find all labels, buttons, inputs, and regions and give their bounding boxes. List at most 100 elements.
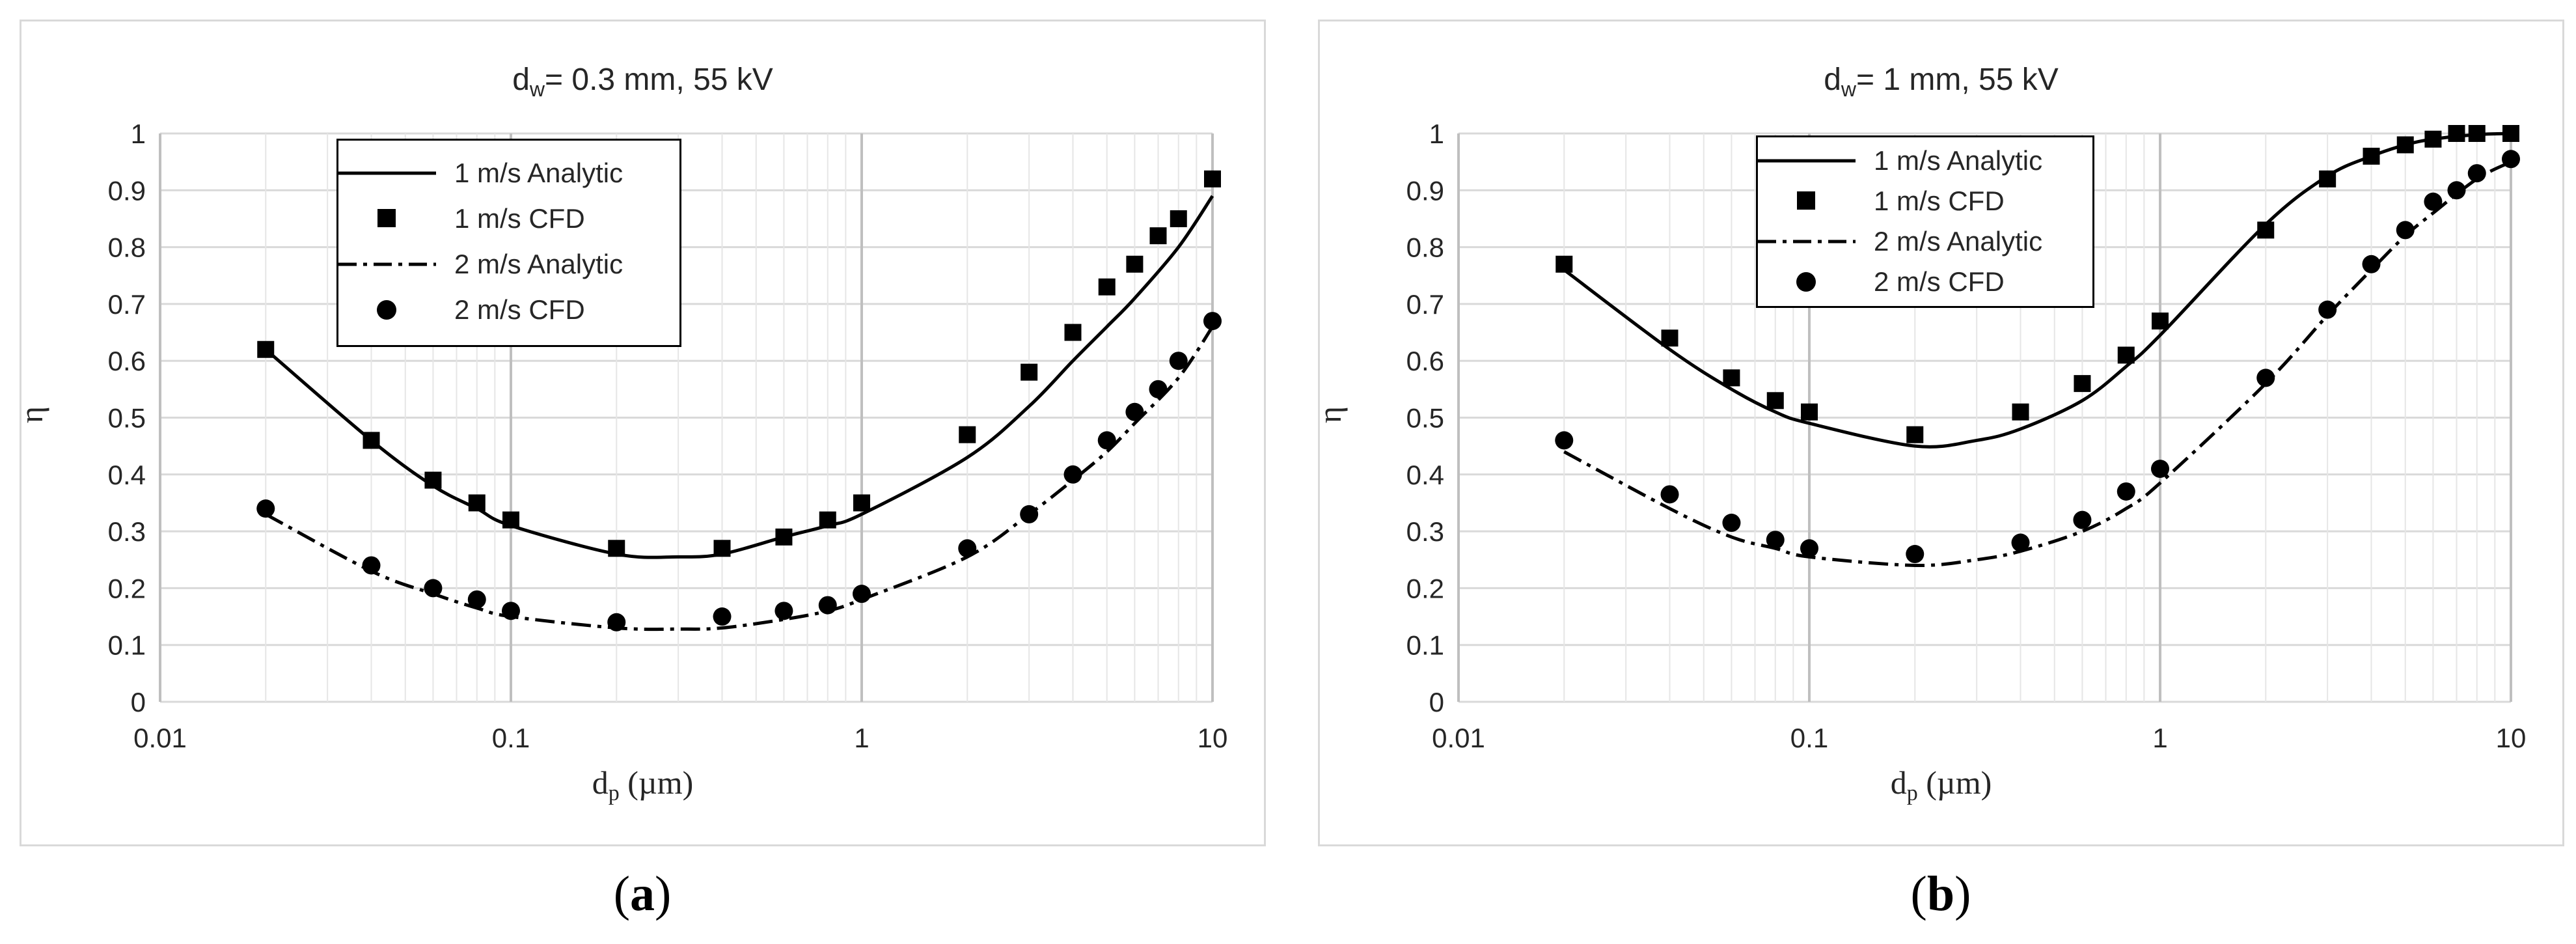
data-point-square — [2074, 375, 2091, 393]
data-point-square — [959, 426, 976, 443]
solid-line-icon — [1758, 159, 1856, 163]
legend-item: 1 m/s CFD — [1758, 182, 2092, 221]
x-tick-label: 1 — [854, 723, 869, 753]
dash-dot-line-icon — [338, 262, 436, 266]
data-point-square — [363, 432, 380, 449]
data-point-square — [775, 528, 793, 546]
data-point-circle — [2396, 221, 2415, 240]
y-tick-label: 0.2 — [108, 573, 146, 604]
solid-line-icon — [338, 171, 436, 175]
data-point-square — [1204, 170, 1221, 187]
legend-item: 2 m/s CFD — [338, 290, 679, 329]
data-point-circle — [2011, 533, 2030, 552]
data-point-circle — [1660, 485, 1679, 504]
y-tick-label: 0 — [1429, 687, 1444, 717]
data-point-circle — [467, 590, 486, 609]
data-point-circle — [1063, 465, 1082, 484]
y-tick-label: 0.7 — [108, 289, 146, 320]
data-point-square — [2448, 125, 2465, 142]
y-tick-label: 0.9 — [108, 175, 146, 206]
legend-item: 2 m/s CFD — [1758, 262, 2092, 301]
data-point-circle — [2318, 300, 2337, 319]
data-point-square — [1801, 403, 1818, 421]
x-tick-label: 0.1 — [1790, 723, 1828, 753]
data-point-square — [853, 494, 870, 512]
data-point-square — [1126, 255, 1144, 273]
y-tick-label: 0.8 — [1406, 232, 1444, 263]
y-tick-label: 1 — [1429, 118, 1444, 149]
legend-item: 1 m/s CFD — [338, 199, 679, 238]
chart-panel-a: dw= 0.3 mm, 55 kV 0 0.1 0.2 0.3 0.4 0.5 0.6 0.7… — [13, 20, 1266, 846]
data-point-circle — [2117, 482, 2135, 501]
data-point-circle — [713, 607, 732, 626]
y-tick-label: 0.8 — [108, 232, 146, 263]
y-tick-label: 0.1 — [108, 630, 146, 661]
x-tick-label: 10 — [1198, 723, 1228, 753]
data-point-circle — [424, 579, 443, 598]
data-point-circle — [1800, 539, 1818, 558]
dash-dot-line-icon — [1758, 240, 1856, 243]
x-axis-label: dp (µm) — [1890, 764, 1992, 805]
data-point-circle — [1766, 531, 1785, 549]
y-tick-label: 0.4 — [1406, 460, 1444, 490]
data-point-square — [2424, 130, 2442, 148]
data-point-circle — [502, 602, 520, 620]
series-line-solid-line — [264, 195, 1214, 559]
y-tick-label: 0.2 — [1406, 573, 1444, 604]
y-tick-label: 0.1 — [1406, 630, 1444, 661]
data-point-circle — [362, 556, 381, 575]
data-point-circle — [1169, 352, 1188, 370]
data-point-circle — [1555, 431, 1574, 450]
data-point-circle — [2151, 460, 2169, 479]
caption-b: (b) — [1910, 867, 1971, 921]
data-point-circle — [2256, 368, 2275, 387]
data-point-circle — [2073, 510, 2092, 529]
data-point-square — [1766, 392, 1784, 410]
series-line-solid-line — [1563, 132, 2512, 449]
data-point-circle — [2467, 164, 2486, 183]
data-point-square — [2363, 147, 2380, 165]
x-tick-label: 1 — [2152, 723, 2167, 753]
y-tick-label: 0 — [131, 687, 146, 717]
y-tick-label: 0.3 — [108, 516, 146, 547]
data-point-circle — [2424, 192, 2443, 211]
data-point-circle — [1906, 545, 1925, 564]
data-point-circle — [1097, 431, 1116, 450]
y-tick-label: 0.3 — [1406, 516, 1444, 547]
y-axis-label: η — [1311, 406, 1349, 424]
data-point-square — [1064, 324, 1082, 341]
data-point-circle — [1125, 402, 1144, 421]
data-point-circle — [256, 499, 275, 518]
data-point-square — [2257, 221, 2275, 239]
legend-item: 1 m/s Analytic — [1758, 141, 2092, 180]
data-point-circle — [818, 596, 837, 615]
legend-item: 2 m/s Analytic — [338, 245, 679, 284]
data-point-square — [1098, 278, 1116, 296]
data-point-square — [1149, 227, 1167, 245]
data-point-square — [2468, 125, 2486, 142]
chart-panel-b: dw= 1 mm, 55 kV 0 0.1 0.2 0.3 0.4 0.5 0.6 0.7 0.… — [1311, 20, 2564, 846]
y-tick-label: 0.6 — [108, 346, 146, 376]
y-tick-label: 0.4 — [108, 460, 146, 490]
chart-title: dw= 1 mm, 55 kV — [1824, 62, 2059, 101]
data-point-circle — [958, 539, 977, 558]
circle-marker-icon — [377, 300, 396, 320]
data-point-square — [1906, 426, 1924, 443]
data-point-square — [1555, 255, 1573, 273]
y-tick-label: 0.7 — [1406, 289, 1444, 320]
chart-plot-b: 0 0.1 0.2 0.3 0.4 0.5 0.6 0.7 0.8 0.9 1 0.01 0.1 1 10 — [1406, 118, 2527, 753]
chart-title: dw= 0.3 mm, 55 kV — [512, 62, 773, 101]
data-point-circle — [2362, 255, 2381, 273]
data-point-circle — [607, 613, 626, 632]
data-point-square — [819, 511, 836, 529]
data-point-square — [424, 471, 442, 489]
data-point-square — [2396, 136, 2414, 154]
data-point-circle — [2447, 181, 2466, 200]
legend: 1 m/s Analytic 1 m/s CFD 2 m/s Analytic … — [1756, 135, 2094, 308]
data-point-square — [1723, 369, 1740, 387]
y-tick-label: 0.5 — [1406, 403, 1444, 434]
data-point-square — [713, 540, 731, 557]
square-marker-icon — [377, 209, 396, 227]
y-tick-label: 0.6 — [1406, 346, 1444, 376]
legend-item: 2 m/s Analytic — [1758, 222, 2092, 261]
